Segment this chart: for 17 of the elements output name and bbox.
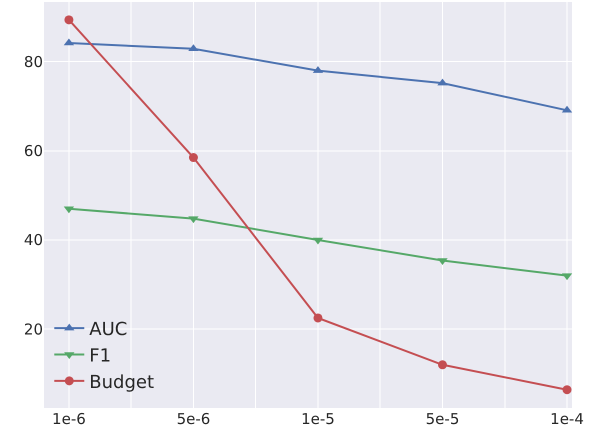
x-tick-label: 1e-5 [301,410,335,428]
y-tick-label: 80 [24,52,43,71]
y-tick-label: 40 [24,231,43,250]
y-tick-label: 20 [24,320,43,338]
legend-label: Budget [89,372,154,393]
point [438,360,447,370]
legend-label: AUC [89,319,128,340]
legend-label: F1 [89,346,112,366]
point [562,385,572,394]
y-tick-label: 60 [24,142,43,160]
point [64,15,74,24]
point [313,313,322,322]
x-tick-label: 5e-6 [176,410,210,428]
point [188,153,198,162]
x-tick-label: 5e-5 [426,410,460,428]
x-tick-label: 1e-6 [52,410,86,428]
x-tick-label: 1e-4 [550,410,584,428]
